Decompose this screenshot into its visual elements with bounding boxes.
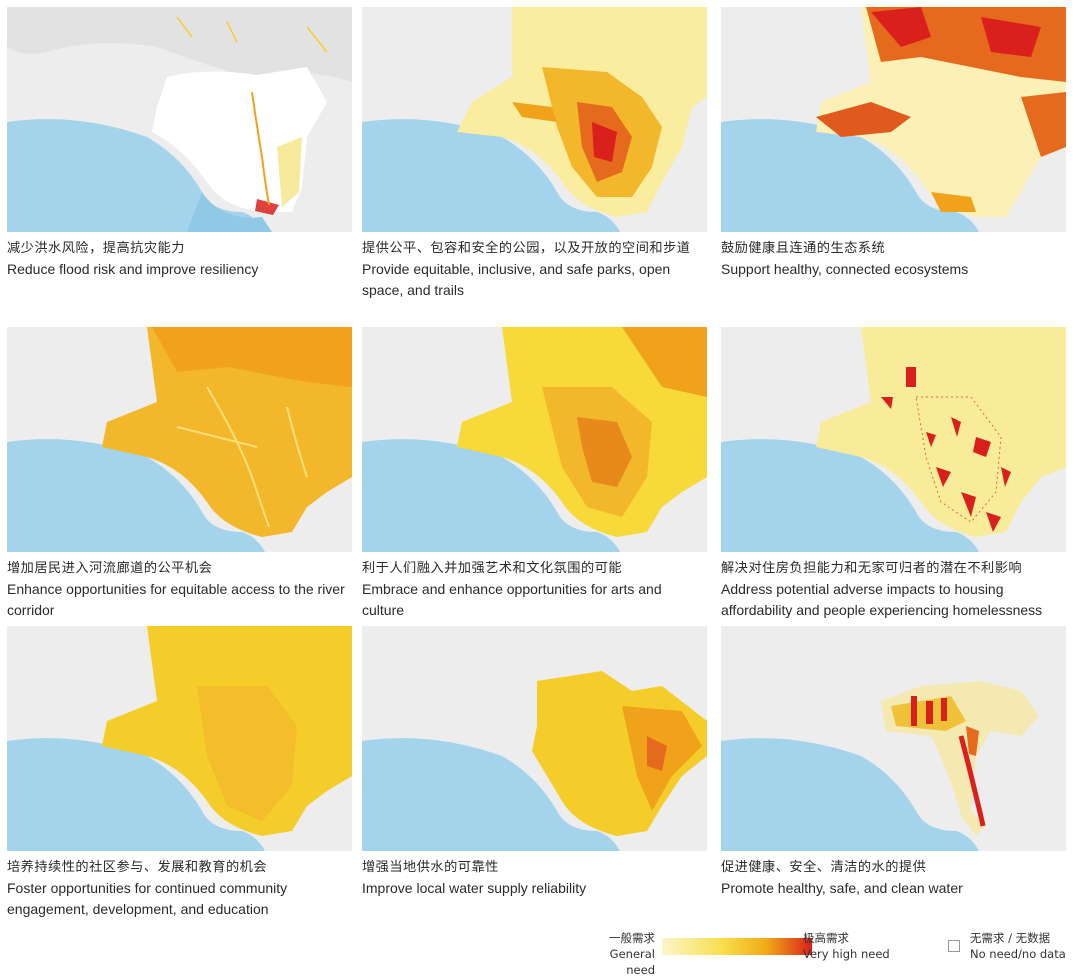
panel-7: 培养持续性的社区参与、发展和教育的机会 Foster opportunities… [7, 626, 352, 920]
legend-high: 极高需求 Very high need [803, 930, 890, 962]
map-water-supply [362, 626, 707, 851]
caption-en: Provide equitable, inclusive, and safe p… [362, 261, 671, 298]
panel-5: 利于人们融入并加强艺术和文化氛围的可能 Embrace and enhance … [362, 327, 707, 621]
legend-general-zh: 一般需求 [609, 931, 655, 945]
legend-no-data-swatch [948, 940, 960, 952]
caption-zh: 增加居民进入河流廊道的公平机会 [7, 561, 213, 576]
legend-color-ramp [662, 938, 812, 955]
caption-en: Support healthy, connected ecosystems [721, 261, 969, 277]
caption-en: Improve local water supply reliability [362, 880, 587, 896]
caption-en: Embrace and enhance opportunities for ar… [362, 581, 662, 618]
map-housing [721, 327, 1066, 552]
caption-zh: 培养持续性的社区参与、发展和教育的机会 [7, 860, 268, 875]
legend-general-en: General need [609, 947, 655, 977]
caption-zh: 增强当地供水的可靠性 [362, 860, 499, 875]
caption-zh: 利于人们融入并加强艺术和文化氛围的可能 [362, 561, 623, 576]
panel-9: 促进健康、安全、清洁的水的提供 Promote healthy, safe, a… [721, 626, 1066, 899]
caption-en: Reduce flood risk and improve resiliency [7, 261, 259, 277]
panel-3: 鼓励健康且连通的生态系统 Support healthy, connected … [721, 7, 1066, 280]
panel-1: 减少洪水风险，提高抗灾能力 Reduce flood risk and impr… [7, 7, 352, 280]
map-community-engagement [7, 626, 352, 851]
caption-en: Enhance opportunities for equitable acce… [7, 581, 345, 618]
caption-en: Promote healthy, safe, and clean water [721, 880, 963, 896]
panel-2: 提供公平、包容和安全的公园，以及开放的空间和步道 Provide equitab… [362, 7, 707, 301]
caption-zh: 解决对住房负担能力和无家可归者的潜在不利影响 [721, 561, 1023, 576]
caption-zh: 减少洪水风险，提高抗灾能力 [7, 241, 185, 256]
map-parks-open-space [362, 7, 707, 232]
panel-4: 增加居民进入河流廊道的公平机会 Enhance opportunities fo… [7, 327, 352, 621]
panel-8: 增强当地供水的可靠性 Improve local water supply re… [362, 626, 707, 899]
map-river-access [7, 327, 352, 552]
caption-en: Foster opportunities for continued commu… [7, 880, 288, 917]
panel-6: 解决对住房负担能力和无家可归者的潜在不利影响 Address potential… [721, 327, 1066, 621]
caption-zh: 鼓励健康且连通的生态系统 [721, 241, 886, 256]
map-arts-culture [362, 327, 707, 552]
map-flood-risk [7, 7, 352, 232]
caption-en: Address potential adverse impacts to hou… [721, 581, 1043, 618]
caption-zh: 促进健康、安全、清洁的水的提供 [721, 860, 927, 875]
legend: 一般需求 General need 极高需求 Very high need 无需… [560, 926, 1070, 977]
legend-none: 无需求 / 无数据 No need/no data [970, 930, 1066, 962]
map-ecosystems [721, 7, 1066, 232]
legend-none-zh: 无需求 / 无数据 [970, 931, 1051, 945]
legend-general: 一般需求 General need [580, 930, 655, 978]
legend-high-zh: 极高需求 [803, 931, 849, 945]
caption-zh: 提供公平、包容和安全的公园，以及开放的空间和步道 [362, 241, 691, 256]
legend-none-en: No need/no data [970, 947, 1066, 961]
legend-high-en: Very high need [803, 947, 890, 961]
map-clean-water [721, 626, 1066, 851]
